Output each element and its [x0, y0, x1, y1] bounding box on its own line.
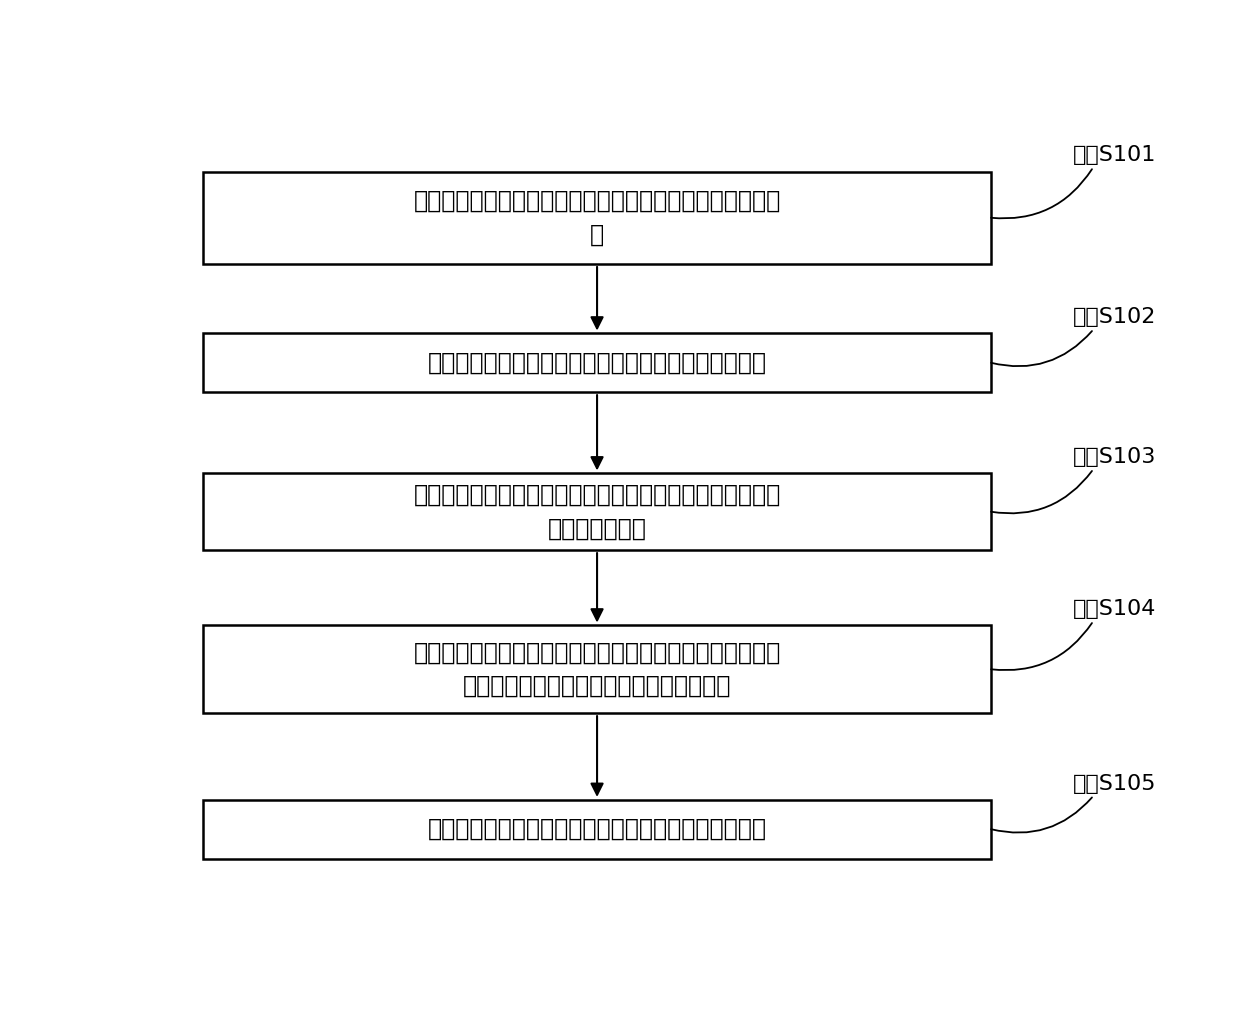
FancyBboxPatch shape	[203, 172, 991, 264]
Text: 步骤S101: 步骤S101	[1073, 146, 1156, 165]
Text: 步骤S104: 步骤S104	[1073, 600, 1156, 619]
FancyBboxPatch shape	[203, 473, 991, 550]
Text: 通过双目视觉单元采集图像，同时通过测距单元获取测距数
据: 通过双目视觉单元采集图像，同时通过测距单元获取测距数 据	[413, 189, 781, 246]
Text: 根据所述测距数据计算双目视觉单元到手部的深度距离: 根据所述测距数据计算双目视觉单元到手部的深度距离	[428, 351, 766, 375]
Text: 步骤S102: 步骤S102	[1073, 307, 1156, 327]
Text: 根据所述深度距离，从所述深度图像中提取深度值在预设范
围内的图像进行手势分割，获得手势分割图: 根据所述深度距离，从所述深度图像中提取深度值在预设范 围内的图像进行手势分割，获…	[413, 640, 781, 698]
FancyBboxPatch shape	[203, 334, 991, 392]
Text: 对所述手势分割图进行手势识别，并输出手势识别结果: 对所述手势分割图进行手势识别，并输出手势识别结果	[428, 817, 766, 841]
FancyBboxPatch shape	[203, 625, 991, 714]
Text: 根据立体成像原理对所述双目视觉单元采集的图像进行处理
，生成深度图像: 根据立体成像原理对所述双目视觉单元采集的图像进行处理 ，生成深度图像	[413, 483, 781, 541]
FancyBboxPatch shape	[203, 800, 991, 858]
Text: 步骤S105: 步骤S105	[1073, 774, 1156, 794]
Text: 步骤S103: 步骤S103	[1073, 447, 1156, 467]
